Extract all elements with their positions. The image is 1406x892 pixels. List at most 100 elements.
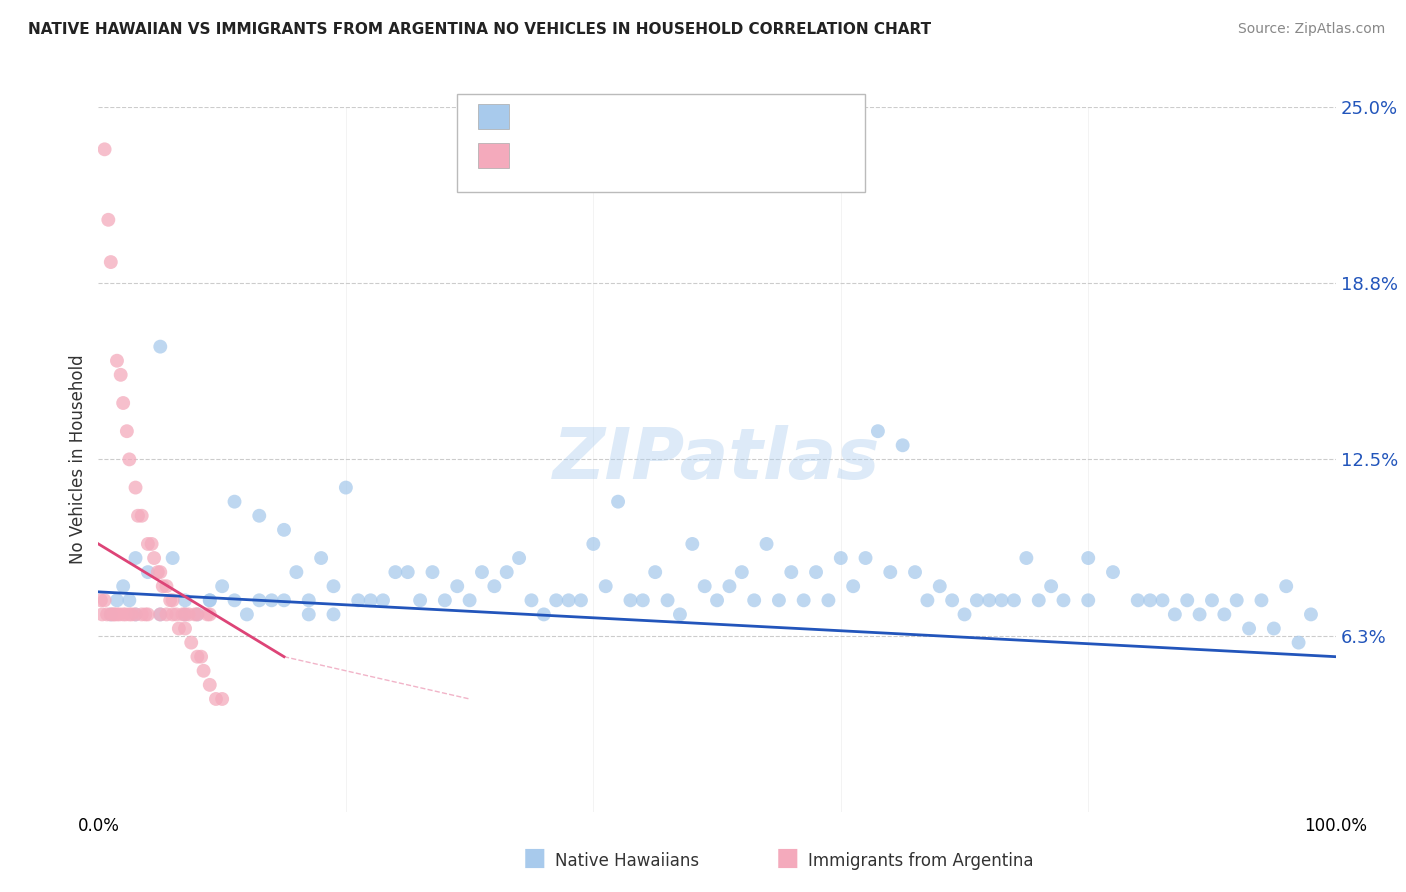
Point bbox=[830, 551, 852, 566]
Point bbox=[162, 593, 184, 607]
Point bbox=[619, 593, 641, 607]
Point bbox=[174, 607, 197, 622]
Point bbox=[100, 607, 122, 622]
Point bbox=[298, 593, 321, 607]
Point bbox=[159, 593, 181, 607]
Point bbox=[644, 565, 666, 579]
Point bbox=[174, 607, 197, 622]
Point bbox=[1102, 565, 1125, 579]
Point bbox=[136, 537, 159, 551]
Point bbox=[706, 593, 728, 607]
Point bbox=[131, 607, 153, 622]
Point bbox=[103, 607, 125, 622]
Point bbox=[136, 565, 159, 579]
Point bbox=[1002, 593, 1025, 607]
Point bbox=[768, 593, 790, 607]
Point bbox=[495, 565, 517, 579]
Point bbox=[174, 622, 197, 636]
Point bbox=[165, 607, 187, 622]
Point bbox=[273, 523, 295, 537]
Point bbox=[186, 607, 208, 622]
Text: -0.146: -0.146 bbox=[555, 152, 609, 169]
Point bbox=[681, 537, 703, 551]
Point bbox=[309, 551, 332, 566]
Text: Source: ZipAtlas.com: Source: ZipAtlas.com bbox=[1237, 22, 1385, 37]
Point bbox=[260, 593, 283, 607]
Point bbox=[1052, 593, 1074, 607]
Point bbox=[1015, 551, 1038, 566]
Point bbox=[1299, 607, 1322, 622]
Point bbox=[127, 508, 149, 523]
Point bbox=[118, 593, 141, 607]
Point bbox=[520, 593, 543, 607]
Point bbox=[1188, 607, 1211, 622]
Point bbox=[121, 607, 143, 622]
Point bbox=[928, 579, 950, 593]
Point bbox=[508, 551, 530, 566]
Point bbox=[1226, 593, 1249, 607]
Point bbox=[91, 607, 114, 622]
Point bbox=[953, 607, 976, 622]
Text: 107: 107 bbox=[679, 113, 710, 131]
Point bbox=[595, 579, 617, 593]
Point bbox=[184, 607, 207, 622]
Point bbox=[155, 579, 177, 593]
Point bbox=[1077, 593, 1099, 607]
Point bbox=[1175, 593, 1198, 607]
Point bbox=[100, 255, 122, 269]
Point bbox=[115, 424, 138, 438]
Text: N =: N = bbox=[626, 113, 673, 131]
Point bbox=[657, 593, 679, 607]
Text: NATIVE HAWAIIAN VS IMMIGRANTS FROM ARGENTINA NO VEHICLES IN HOUSEHOLD CORRELATIO: NATIVE HAWAIIAN VS IMMIGRANTS FROM ARGEN… bbox=[28, 22, 931, 37]
Text: 57: 57 bbox=[679, 152, 700, 169]
Point bbox=[1139, 593, 1161, 607]
Point bbox=[347, 593, 370, 607]
Point bbox=[631, 593, 654, 607]
Point bbox=[471, 565, 494, 579]
Point bbox=[817, 593, 839, 607]
Point bbox=[731, 565, 754, 579]
Point bbox=[143, 551, 166, 566]
Point bbox=[124, 481, 146, 495]
Point bbox=[134, 607, 156, 622]
Point bbox=[124, 551, 146, 566]
Point bbox=[990, 593, 1012, 607]
Point bbox=[146, 565, 169, 579]
Text: ■: ■ bbox=[523, 846, 546, 870]
Point bbox=[149, 607, 172, 622]
Point bbox=[174, 593, 197, 607]
Point bbox=[607, 494, 630, 508]
Point bbox=[718, 579, 741, 593]
Point bbox=[198, 593, 221, 607]
Point bbox=[1275, 579, 1298, 593]
Text: R =: R = bbox=[517, 113, 554, 131]
Point bbox=[1213, 607, 1236, 622]
Point bbox=[177, 607, 200, 622]
Point bbox=[124, 607, 146, 622]
Point bbox=[396, 565, 419, 579]
Point bbox=[409, 593, 432, 607]
Point bbox=[103, 607, 125, 622]
Point bbox=[842, 579, 865, 593]
Text: Immigrants from Argentina: Immigrants from Argentina bbox=[808, 852, 1033, 870]
Point bbox=[149, 340, 172, 354]
Point bbox=[855, 551, 877, 566]
Point bbox=[384, 565, 406, 579]
Point bbox=[90, 593, 112, 607]
Point bbox=[1250, 593, 1272, 607]
Point bbox=[141, 537, 163, 551]
Point bbox=[105, 607, 128, 622]
Point bbox=[780, 565, 803, 579]
Point bbox=[162, 607, 184, 622]
Point bbox=[866, 424, 889, 438]
Text: R =: R = bbox=[517, 152, 554, 169]
Point bbox=[793, 593, 815, 607]
Point bbox=[335, 481, 357, 495]
Text: ■: ■ bbox=[776, 846, 799, 870]
Point bbox=[891, 438, 914, 452]
Point bbox=[198, 678, 221, 692]
Point bbox=[879, 565, 901, 579]
Point bbox=[1237, 622, 1260, 636]
Point bbox=[198, 607, 221, 622]
Point bbox=[533, 607, 555, 622]
